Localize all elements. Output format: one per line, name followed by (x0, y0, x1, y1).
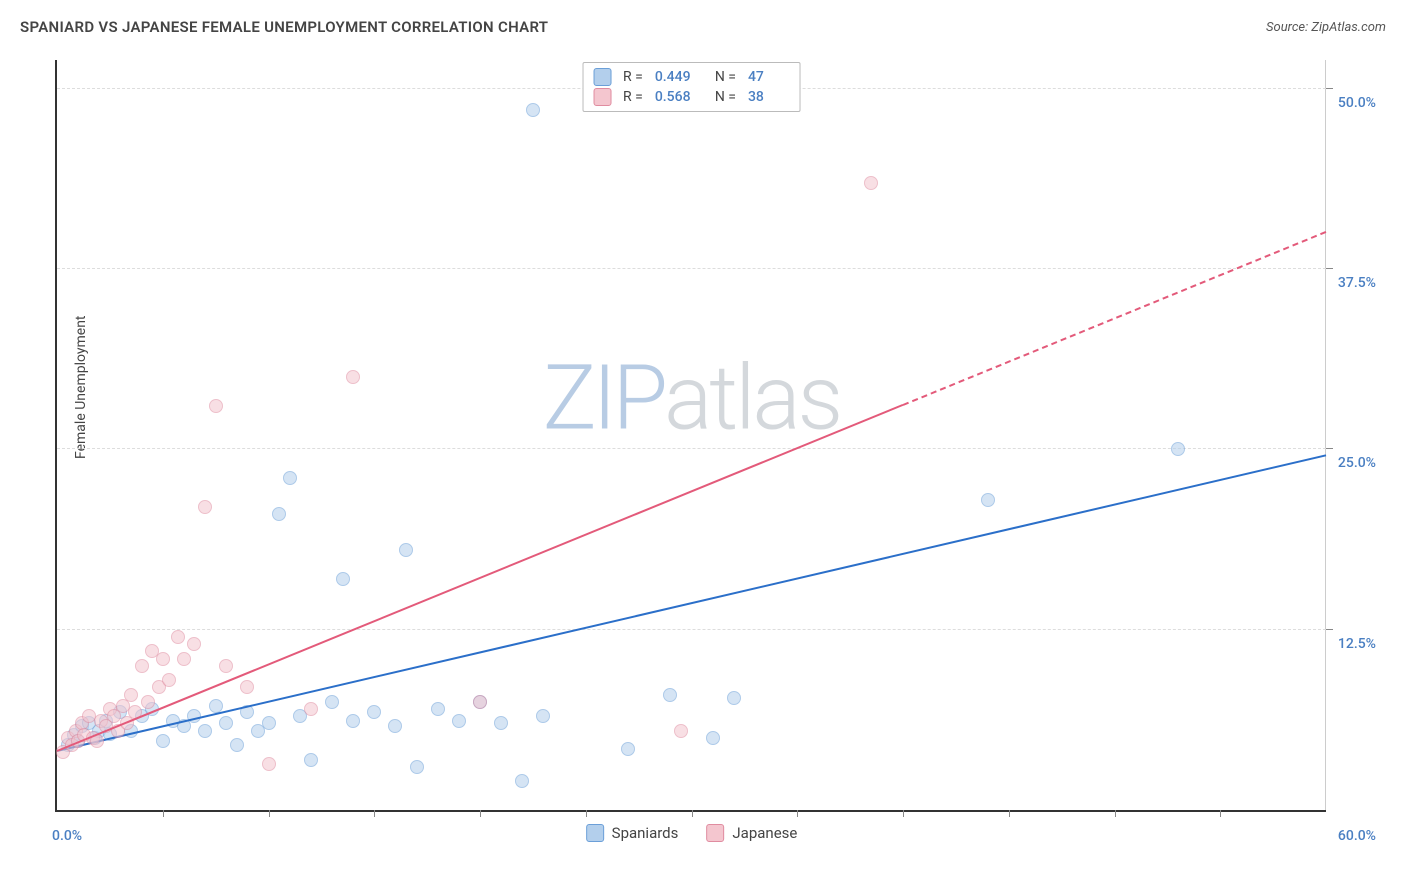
data-point-japanese (219, 659, 233, 673)
y-tick (1326, 268, 1333, 269)
data-point-japanese (240, 680, 254, 694)
data-point-japanese (346, 370, 360, 384)
data-point-spaniards (156, 734, 170, 748)
data-point-spaniards (346, 714, 360, 728)
y-tick (1326, 629, 1333, 630)
data-point-spaniards (727, 691, 741, 705)
legend-row-spaniards: R = 0.449 N = 47 (593, 67, 790, 87)
x-tick (1009, 810, 1010, 817)
data-point-spaniards (410, 760, 424, 774)
data-point-japanese (304, 702, 318, 716)
chart-area: Female Unemployment ZIPatlas R = 0.449 N… (55, 60, 1376, 842)
data-point-japanese (162, 673, 176, 687)
swatch-spaniards-icon (586, 824, 604, 842)
n-value-spaniards: 47 (748, 69, 790, 85)
data-point-japanese (864, 176, 878, 190)
series-name-spaniards: Spaniards (612, 824, 679, 842)
y-tick-label: 12.5% (1338, 636, 1376, 652)
x-tick (692, 810, 693, 817)
data-point-spaniards (388, 719, 402, 733)
data-point-japanese (171, 630, 185, 644)
data-point-spaniards (452, 714, 466, 728)
swatch-spaniards (593, 68, 611, 86)
data-point-japanese (198, 500, 212, 514)
data-point-japanese (473, 695, 487, 709)
data-point-spaniards (399, 543, 413, 557)
data-point-spaniards (1171, 442, 1185, 456)
swatch-japanese (593, 88, 611, 106)
data-point-spaniards (494, 716, 508, 730)
source-attribution: Source: ZipAtlas.com (1266, 20, 1386, 35)
data-point-spaniards (981, 493, 995, 507)
data-point-japanese (124, 688, 138, 702)
data-point-japanese (135, 659, 149, 673)
data-point-spaniards (230, 738, 244, 752)
data-point-spaniards (706, 731, 720, 745)
x-tick (903, 810, 904, 817)
x-tick (797, 810, 798, 817)
data-point-spaniards (431, 702, 445, 716)
legend-item-spaniards: Spaniards (586, 824, 679, 842)
data-point-spaniards (536, 709, 550, 723)
r-value-japanese: 0.568 (655, 89, 697, 105)
gridline (57, 448, 1326, 449)
r-value-spaniards: 0.449 (655, 69, 697, 85)
data-point-japanese (156, 652, 170, 666)
data-point-japanese (262, 757, 276, 771)
y-tick-label: 50.0% (1338, 95, 1376, 111)
x-tick (586, 810, 587, 817)
x-tick (163, 810, 164, 817)
legend-stats: R = 0.449 N = 47 R = 0.568 N = 38 (582, 62, 801, 112)
plot-right-border (1325, 60, 1326, 810)
gridline (57, 629, 1326, 630)
data-point-japanese (141, 695, 155, 709)
data-point-japanese (209, 399, 223, 413)
n-label: N = (715, 69, 736, 85)
regression-line (903, 231, 1327, 406)
data-point-spaniards (336, 572, 350, 586)
regression-line (57, 455, 1326, 753)
data-point-spaniards (304, 753, 318, 767)
watermark: ZIPatlas (543, 345, 841, 450)
x-end-label: 60.0% (1338, 828, 1376, 844)
data-point-japanese (187, 637, 201, 651)
r-label: R = (623, 89, 643, 105)
data-point-spaniards (272, 507, 286, 521)
data-point-spaniards (283, 471, 297, 485)
data-point-spaniards (663, 688, 677, 702)
data-point-spaniards (526, 103, 540, 117)
n-label: N = (715, 89, 736, 105)
gridline (57, 268, 1326, 269)
y-tick-label: 37.5% (1338, 275, 1376, 291)
legend-series: Spaniards Japanese (586, 824, 798, 842)
data-point-spaniards (367, 705, 381, 719)
series-name-japanese: Japanese (732, 824, 797, 842)
plot-area: ZIPatlas R = 0.449 N = 47 R = 0.568 N = … (55, 60, 1326, 812)
data-point-spaniards (198, 724, 212, 738)
data-point-spaniards (219, 716, 233, 730)
swatch-japanese-icon (706, 824, 724, 842)
chart-title: SPANIARD VS JAPANESE FEMALE UNEMPLOYMENT… (20, 18, 548, 36)
data-point-japanese (177, 652, 191, 666)
r-label: R = (623, 69, 643, 85)
x-tick (269, 810, 270, 817)
data-point-japanese (674, 724, 688, 738)
y-tick-label: 25.0% (1338, 455, 1376, 471)
data-point-spaniards (515, 774, 529, 788)
x-start-label: 0.0% (52, 828, 82, 844)
data-point-spaniards (262, 716, 276, 730)
x-tick (1220, 810, 1221, 817)
legend-item-japanese: Japanese (706, 824, 797, 842)
data-point-spaniards (621, 742, 635, 756)
n-value-japanese: 38 (748, 89, 790, 105)
x-tick (480, 810, 481, 817)
legend-row-japanese: R = 0.568 N = 38 (593, 87, 790, 107)
y-tick (1326, 448, 1333, 449)
x-tick (374, 810, 375, 817)
x-tick (1115, 810, 1116, 817)
y-tick (1326, 88, 1333, 89)
data-point-spaniards (325, 695, 339, 709)
